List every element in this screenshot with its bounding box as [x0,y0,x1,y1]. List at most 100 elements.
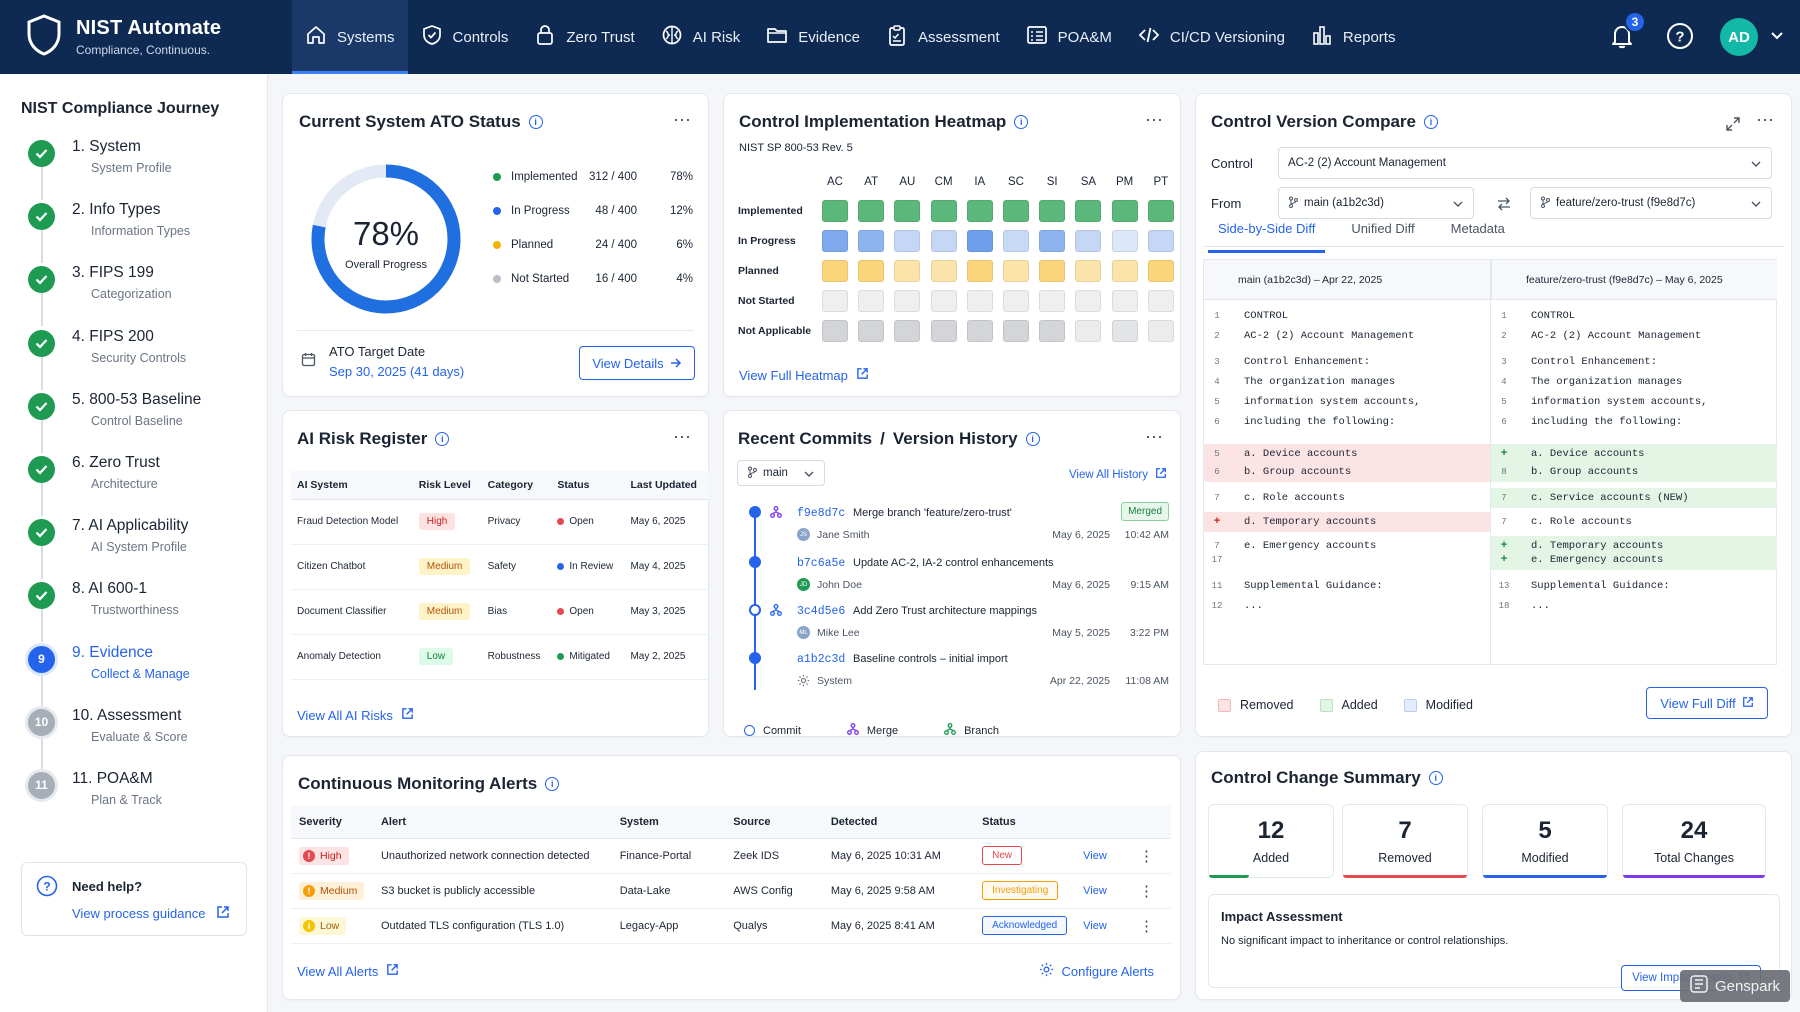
expand-icon[interactable] [1725,116,1741,135]
heatmap-cell[interactable] [1147,320,1174,342]
brand[interactable]: NIST Automate Compliance, Continuous. [26,14,221,59]
heatmap-cell[interactable] [822,200,848,222]
heatmap-cell[interactable] [822,290,848,312]
external-link-icon[interactable] [401,707,414,723]
nav-evidence[interactable]: Evidence [753,0,873,74]
heatmap-cell[interactable] [1147,260,1174,282]
notifications-button[interactable]: 3 [1610,10,1646,52]
heatmap-cell[interactable] [894,230,921,252]
branch-filter-select[interactable]: main [737,460,825,486]
risk-row[interactable]: Anomaly Detection Low Robustness Mitigated M… [291,634,709,680]
heatmap-cell[interactable] [966,260,993,282]
heatmap-cell[interactable] [1147,200,1174,222]
info-icon[interactable]: i [1025,432,1040,446]
commit-item[interactable]: 3c4d5e6 Add Zero Trust architecture mappi… [724,604,1182,649]
tab-side-by-side[interactable]: Side-by-Side Diff [1207,215,1326,253]
heatmap-cell[interactable] [966,230,993,252]
heatmap-cell[interactable] [858,200,885,222]
tab-unified-diff[interactable]: Unified Diff [1351,221,1415,236]
nav-controls[interactable]: Controls [408,0,522,74]
heatmap-cell[interactable] [822,260,848,282]
journey-step-9[interactable]: 9 9. Evidence Collect & Manage [28,644,258,706]
heatmap-cell[interactable] [894,290,921,312]
tab-metadata[interactable]: Metadata [1450,221,1505,236]
user-avatar[interactable]: AD [1720,18,1758,56]
heatmap-cell[interactable] [858,230,885,252]
nav-ci-cd-versioning[interactable]: CI/CD Versioning [1125,0,1298,74]
view-full-heatmap-link[interactable]: View Full Heatmap [739,367,848,383]
kebab-menu-icon[interactable]: ⋮ [1139,917,1155,935]
nav-poa-m[interactable]: POA&M [1013,0,1125,74]
journey-step-6[interactable]: 6. Zero Trust Architecture [28,454,258,516]
commit-hash[interactable]: b7c6a5e [797,557,846,570]
heatmap-cell[interactable] [930,200,957,222]
more-options-button[interactable]: ⋯ [1145,110,1164,130]
heatmap-cell[interactable] [858,320,885,342]
info-icon[interactable]: i [435,432,450,446]
external-link-icon[interactable] [216,905,230,922]
info-icon[interactable]: i [528,115,543,129]
heatmap-cell[interactable] [1003,200,1029,222]
process-guidance-link[interactable]: View process guidance [72,906,206,921]
journey-step-4[interactable]: 4. FIPS 200 Security Controls [28,328,258,390]
control-select[interactable]: AC-2 (2) Account Management [1278,147,1772,179]
nav-ai-risk[interactable]: AI Risk [648,0,754,74]
commit-item[interactable]: a1b2c3d Baseline controls – initial impor… [724,652,1182,697]
journey-step-7[interactable]: 7. AI Applicability AI System Profile [28,517,258,580]
risk-row[interactable]: Fraud Detection Model High Privacy Open May … [291,499,709,545]
info-icon[interactable]: i [545,777,560,791]
heatmap-cell[interactable] [1039,290,1066,312]
heatmap-cell[interactable] [894,260,921,282]
commit-item[interactable]: b7c6a5e Update AC-2, IA-2 control enhance… [724,556,1182,601]
heatmap-cell[interactable] [894,320,921,342]
heatmap-cell[interactable] [1147,290,1174,312]
info-icon[interactable]: i [1014,115,1029,129]
heatmap-cell[interactable] [966,320,993,342]
view-all-ai-risks-link[interactable]: View All AI Risks [297,707,393,723]
heatmap-cell[interactable] [930,290,957,312]
heatmap-cell[interactable] [1147,230,1174,252]
journey-step-10[interactable]: 10 10. Assessment Evaluate & Score [28,707,258,769]
more-options-button[interactable]: ⋯ [673,110,692,130]
more-options-button[interactable]: ⋯ [673,427,692,447]
heatmap-cell[interactable] [1003,260,1029,282]
journey-step-2[interactable]: 2. Info Types Information Types [28,201,258,264]
external-link-icon[interactable] [386,963,399,979]
chevron-down-icon[interactable] [1770,30,1784,44]
info-icon[interactable]: i [1428,771,1443,785]
heatmap-cell[interactable] [1039,320,1066,342]
swap-arrows-icon[interactable] [1496,197,1512,214]
nav-systems[interactable]: Systems [292,0,408,74]
info-icon[interactable]: i [1423,115,1438,129]
heatmap-cell[interactable] [1075,230,1102,252]
view-alert-link[interactable]: View [1083,919,1107,932]
heatmap-cell[interactable] [930,260,957,282]
view-details-button[interactable]: View Details [579,346,695,380]
heatmap-cell[interactable] [1111,320,1138,342]
heatmap-cell[interactable] [1075,260,1102,282]
heatmap-cell[interactable] [930,320,957,342]
nav-reports[interactable]: Reports [1298,0,1409,74]
heatmap-cell[interactable] [858,260,885,282]
heatmap-cell[interactable] [966,290,993,312]
heatmap-cell[interactable] [1075,200,1102,222]
nav-assessment[interactable]: Assessment [873,0,1013,74]
heatmap-cell[interactable] [1039,200,1066,222]
more-options-button[interactable]: ⋯ [1145,427,1164,447]
journey-step-3[interactable]: 3. FIPS 199 Categorization [28,264,258,327]
view-all-history-link[interactable]: View All History [1068,468,1148,481]
nav-zero-trust[interactable]: Zero Trust [521,0,647,74]
heatmap-cell[interactable] [1111,200,1138,222]
commit-hash[interactable]: a1b2c3d [797,653,846,666]
journey-step-5[interactable]: 5. 800-53 Baseline Control Baseline [28,391,258,453]
heatmap-cell[interactable] [858,290,885,312]
configure-alerts-button[interactable]: Configure Alerts [1039,962,1154,980]
commit-item[interactable]: f9e8d7c Merge branch 'feature/zero-trust'… [724,502,1182,551]
heatmap-cell[interactable] [930,230,957,252]
heatmap-cell[interactable] [1003,290,1029,312]
view-full-diff-button[interactable]: View Full Diff [1646,687,1768,719]
journey-step-8[interactable]: 8. AI 600-1 Trustworthiness [28,580,258,643]
heatmap-cell[interactable] [1003,230,1029,252]
heatmap-cell[interactable] [1003,320,1029,342]
commit-hash[interactable]: 3c4d5e6 [797,605,846,618]
